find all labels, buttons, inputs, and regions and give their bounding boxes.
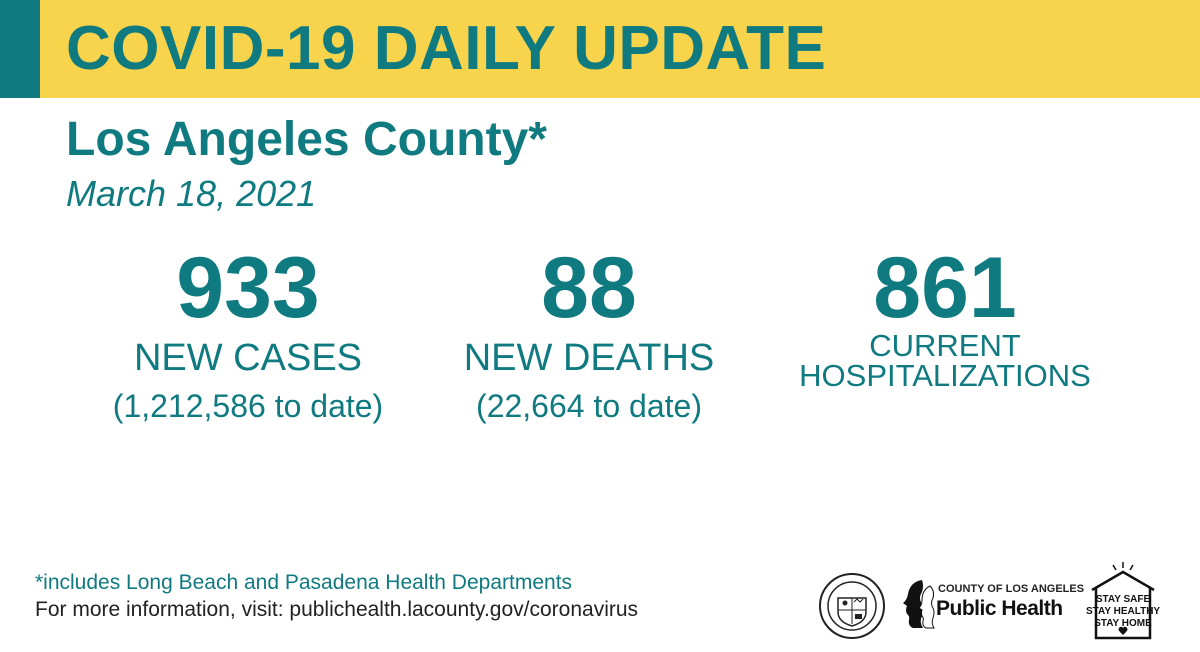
house-icon [1091,562,1155,640]
cases-to-date: (1,212,586 to date) [112,388,384,424]
public-health-county-text: COUNTY OF LOS ANGELES [938,583,1085,595]
profile-faces-icon [903,580,935,629]
report-date: March 18, 2021 [66,173,317,214]
new-deaths-value: 88 [541,240,637,336]
new-deaths-stat: 88 NEW DEATHS (22,664 to date) [444,242,734,426]
new-cases-label: NEW CASES [133,337,363,379]
new-cases-value: 933 [176,240,320,336]
stay-healthy-text: STAY HEALTHY [1086,606,1161,617]
hospitalizations-value: 861 [873,240,1017,336]
hospitalizations-label-line2: HOSPITALIZATIONS [799,358,1091,393]
public-health-name: Public Health [936,597,1063,620]
more-info-link-text[interactable]: For more information, visit: publichealt… [35,598,639,621]
stay-safe-logo: STAY SAFE STAY HEALTHY STAY HOME [1086,560,1160,642]
county-seal-icon [819,573,885,639]
stay-home-text: STAY HOME [1094,618,1152,629]
deaths-to-date: (22,664 to date) [476,388,702,424]
hospitalizations-label-line1: CURRENT [869,328,1021,363]
header-banner: COVID-19 DAILY UPDATE [0,0,1200,98]
public-health-logo: COUNTY OF LOS ANGELES Public Health [900,576,1084,638]
footnote: *includes Long Beach and Pasadena Health… [35,571,573,594]
county-heading: Los Angeles County* [66,113,547,166]
new-deaths-label: NEW DEATHS [463,337,715,379]
hospitalizations-stat: 861 CURRENT HOSPITALIZATIONS [790,242,1100,394]
banner-accent-bar [0,0,40,98]
new-cases-stat: 933 NEW CASES (1,212,586 to date) [98,242,398,426]
stay-safe-text: STAY SAFE [1095,594,1151,605]
page-title: COVID-19 DAILY UPDATE [66,14,827,83]
